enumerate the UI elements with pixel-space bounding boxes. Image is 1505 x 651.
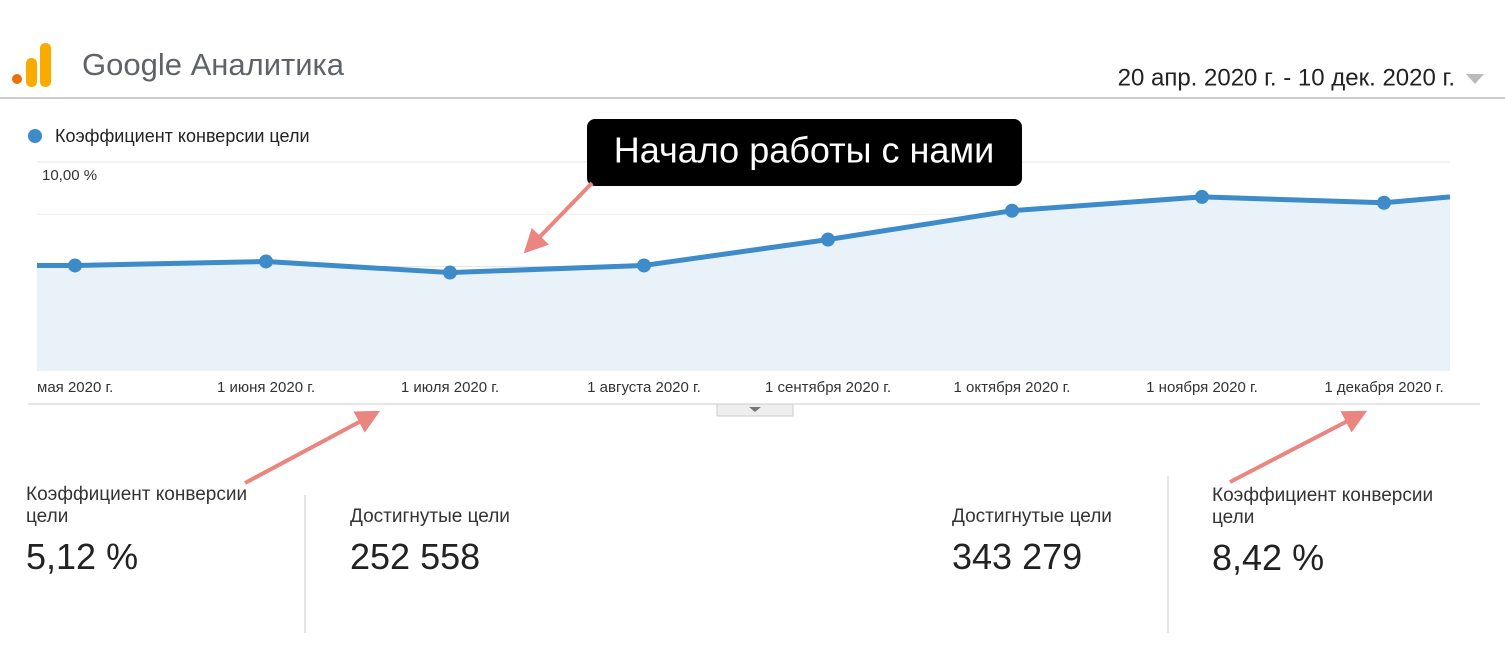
stat: Достигнутые цели 252 558 [350,484,650,578]
point [821,232,835,247]
logo [12,43,51,87]
point [637,258,651,273]
dropdown-icon[interactable] [1466,74,1484,84]
point [443,265,457,280]
arrow [244,410,381,485]
point [259,254,273,269]
stat-value: 5,12 % [26,536,139,577]
stat-value: 8,42 % [1212,537,1325,578]
stat: Коэффициент конверсии цели 5,12 % [26,484,286,578]
line [37,194,1451,276]
x-tick-label: 1 июля 2020 г. [401,379,499,396]
annotation: Начало работы с нами [614,130,994,171]
stat-label: Коэффициент конверсии цели [1212,485,1434,528]
stat-label: Достигнутые цели [952,506,1112,527]
date-range[interactable]: 20 апр. 2020 г. - 10 дек. 2020 г. [1118,64,1455,91]
legend-dot [28,129,42,143]
point [1005,203,1019,218]
x-tick-label: 1 июня 2020 г. [217,379,315,396]
x-tick-label: 1 ноября 2020 г. [1146,379,1258,396]
point [1195,189,1209,204]
stat-label: Коэффициент конверсии цели [26,484,248,527]
arrow [523,181,594,254]
stat-label: Достигнутые цели [350,506,510,527]
brand: Google Аналитика [82,47,345,82]
plot: 5,00 %10,00 %мая 2020 г.1 июня 2020 г.1 … [37,161,1451,396]
x-tick-label: мая 2020 г. [37,379,113,396]
arrow [1229,410,1368,484]
x-tick-label: 1 октября 2020 г. [954,379,1071,396]
y-tick-label: 10,00 % [42,167,97,184]
point [1377,195,1391,210]
collapse-icon[interactable] [749,407,761,412]
stat-value: 252 558 [350,536,481,577]
x-tick-label: 1 августа 2020 г. [587,379,701,396]
stat: Коэффициент конверсии цели 8,42 % [1212,485,1472,579]
stat-value: 343 279 [952,536,1083,577]
point [68,258,82,273]
legend-label: Коэффициент конверсии цели [55,126,310,146]
area [37,196,1450,371]
x-tick-label: 1 декабря 2020 г. [1324,379,1443,396]
annotation-box [587,119,1022,186]
stat: Достигнутые цели 343 279 [952,484,1152,578]
x-tick-label: 1 сентября 2020 г. [765,379,891,396]
